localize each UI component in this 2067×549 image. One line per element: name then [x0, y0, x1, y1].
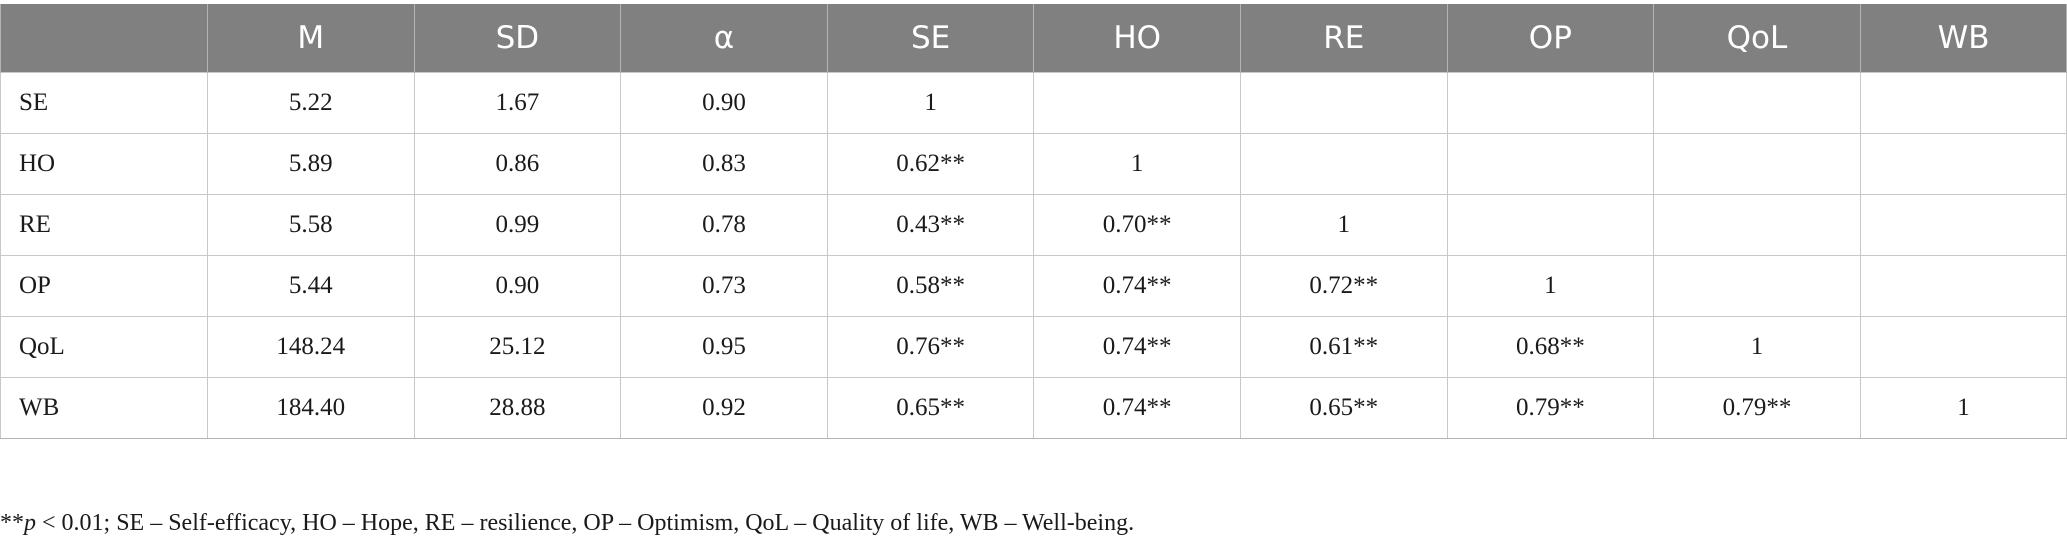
header-cell-re: RE — [1239, 4, 1448, 73]
table-cell — [1446, 133, 1655, 195]
table-cell: 184.40 — [207, 377, 415, 439]
table-cell: 0.83 — [620, 133, 828, 195]
table-row: WB 184.40 28.88 0.92 0.65** 0.74** 0.65*… — [0, 377, 2067, 439]
table-cell: 1 — [1446, 255, 1655, 317]
table-cell — [1653, 133, 1861, 195]
header-cell-se: SE — [826, 4, 1035, 73]
table-cell: 0.86 — [413, 133, 622, 195]
table-cell: 0.65** — [826, 377, 1035, 439]
correlation-table: M SD α SE HO RE OP QoL WB SE 5.22 1.67 0… — [0, 4, 2067, 439]
table-cell: 0.68** — [1446, 316, 1655, 378]
table-cell — [1859, 194, 2067, 256]
header-cell-sd: SD — [413, 4, 622, 73]
table-cell: 0.74** — [1033, 255, 1241, 317]
table-row: QoL 148.24 25.12 0.95 0.76** 0.74** 0.61… — [0, 316, 2067, 378]
table-cell: 5.44 — [207, 255, 415, 317]
table-cell: 0.72** — [1239, 255, 1448, 317]
header-cell-ho: HO — [1033, 4, 1241, 73]
table-cell: 0.65** — [1239, 377, 1448, 439]
correlation-table-container: M SD α SE HO RE OP QoL WB SE 5.22 1.67 0… — [0, 4, 2067, 439]
header-cell-qol: QoL — [1653, 4, 1861, 73]
table-cell — [1239, 72, 1448, 134]
table-cell: 5.58 — [207, 194, 415, 256]
table-cell — [1033, 72, 1241, 134]
table-cell: 1 — [1239, 194, 1448, 256]
table-cell — [1653, 194, 1861, 256]
table-cell — [1859, 255, 2067, 317]
table-cell: 0.90 — [413, 255, 622, 317]
row-label: OP — [0, 255, 208, 317]
table-cell: 0.61** — [1239, 316, 1448, 378]
footnote-prefix: ** — [0, 510, 24, 536]
table-row: HO 5.89 0.86 0.83 0.62** 1 — [0, 133, 2067, 195]
row-label: WB — [0, 377, 208, 439]
table-footnote: **p < 0.01; SE – Self-efficacy, HO – Hop… — [0, 510, 1134, 537]
table-cell: 0.62** — [826, 133, 1035, 195]
header-cell-op: OP — [1446, 4, 1655, 73]
table-cell: 5.89 — [207, 133, 415, 195]
table-cell — [1446, 72, 1655, 134]
table-cell: 5.22 — [207, 72, 415, 134]
table-cell: 1 — [1859, 377, 2067, 439]
table-cell — [1653, 72, 1861, 134]
table-cell: 0.43** — [826, 194, 1035, 256]
table-cell: 0.79** — [1653, 377, 1861, 439]
table-cell: 0.92 — [620, 377, 828, 439]
table-cell: 0.76** — [826, 316, 1035, 378]
table-cell: 0.73 — [620, 255, 828, 317]
table-cell — [1859, 316, 2067, 378]
table-cell: 0.79** — [1446, 377, 1655, 439]
table-cell — [1653, 255, 1861, 317]
table-cell: 1.67 — [413, 72, 622, 134]
header-cell-alpha: α — [620, 4, 828, 73]
header-cell-wb: WB — [1859, 4, 2067, 73]
footnote-text: < 0.01; SE – Self-efficacy, HO – Hope, R… — [36, 510, 1135, 536]
header-cell-m: M — [207, 4, 415, 73]
table-cell — [1239, 133, 1448, 195]
table-row: SE 5.22 1.67 0.90 1 — [0, 72, 2067, 134]
table-cell: 0.58** — [826, 255, 1035, 317]
footnote-p-symbol: p — [24, 510, 36, 536]
table-cell: 0.95 — [620, 316, 828, 378]
table-cell: 0.74** — [1033, 377, 1241, 439]
table-cell: 1 — [826, 72, 1035, 134]
header-row: M SD α SE HO RE OP QoL WB — [0, 4, 2067, 73]
table-cell: 0.74** — [1033, 316, 1241, 378]
table-cell: 28.88 — [413, 377, 622, 439]
table-cell — [1446, 194, 1655, 256]
table-cell: 148.24 — [207, 316, 415, 378]
table-cell: 1 — [1033, 133, 1241, 195]
table-cell: 25.12 — [413, 316, 622, 378]
table-row: RE 5.58 0.99 0.78 0.43** 0.70** 1 — [0, 194, 2067, 256]
table-row: OP 5.44 0.90 0.73 0.58** 0.74** 0.72** 1 — [0, 255, 2067, 317]
row-label: HO — [0, 133, 208, 195]
table-cell — [1859, 72, 2067, 134]
table-cell: 0.99 — [413, 194, 622, 256]
table-cell: 0.90 — [620, 72, 828, 134]
table-cell: 0.70** — [1033, 194, 1241, 256]
row-label: RE — [0, 194, 208, 256]
row-label: QoL — [0, 316, 208, 378]
table-cell: 0.78 — [620, 194, 828, 256]
table-cell: 1 — [1653, 316, 1861, 378]
row-label: SE — [0, 72, 208, 134]
table-cell — [1859, 133, 2067, 195]
header-cell-empty — [0, 4, 208, 73]
